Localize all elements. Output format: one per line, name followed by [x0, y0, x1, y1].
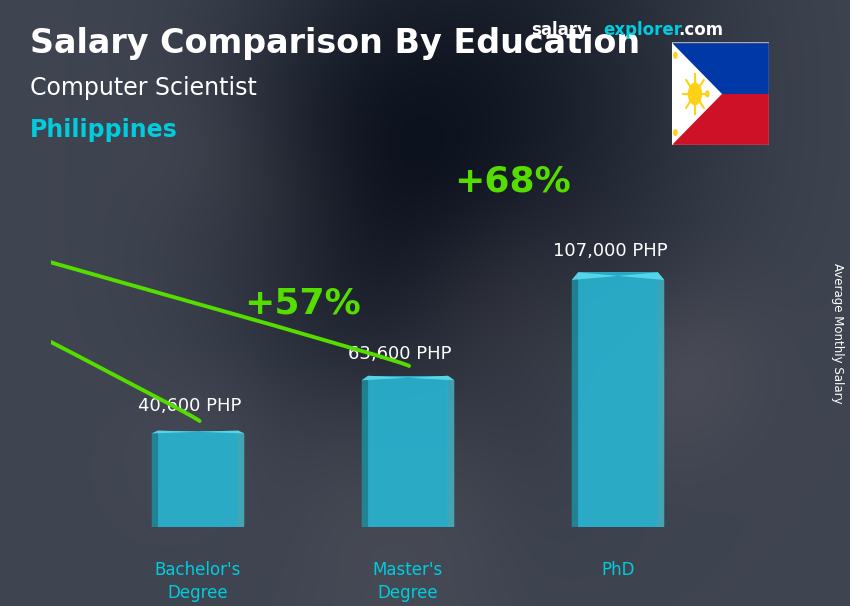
Bar	[158, 430, 238, 527]
Circle shape	[673, 129, 677, 136]
Text: Philippines: Philippines	[30, 118, 178, 142]
Polygon shape	[658, 272, 665, 527]
Text: .com: .com	[678, 21, 723, 39]
Text: salary: salary	[531, 21, 588, 39]
Text: 40,600 PHP: 40,600 PHP	[139, 397, 241, 415]
Text: +57%: +57%	[245, 287, 361, 321]
Polygon shape	[448, 376, 454, 527]
Circle shape	[673, 52, 677, 59]
Bar	[672, 42, 769, 94]
Polygon shape	[572, 272, 665, 280]
Text: explorer: explorer	[604, 21, 683, 39]
Text: Average Monthly Salary: Average Monthly Salary	[830, 263, 844, 404]
Polygon shape	[238, 430, 244, 527]
Bar	[672, 94, 769, 145]
Polygon shape	[151, 430, 244, 433]
Text: PhD: PhD	[601, 561, 635, 579]
Bar	[578, 272, 658, 527]
Text: Computer Scientist: Computer Scientist	[30, 76, 257, 100]
Circle shape	[688, 82, 702, 105]
FancyArrowPatch shape	[0, 0, 200, 421]
Polygon shape	[362, 376, 454, 380]
Text: Salary Comparison By Education: Salary Comparison By Education	[30, 27, 640, 60]
Text: Master's
Degree: Master's Degree	[373, 561, 443, 602]
FancyArrowPatch shape	[0, 0, 409, 366]
Circle shape	[705, 90, 710, 98]
Text: 107,000 PHP: 107,000 PHP	[552, 242, 667, 261]
Text: +68%: +68%	[455, 165, 571, 199]
Polygon shape	[362, 376, 368, 527]
Bar	[368, 376, 448, 527]
Polygon shape	[572, 272, 578, 527]
Text: Bachelor's
Degree: Bachelor's Degree	[155, 561, 241, 602]
Polygon shape	[672, 42, 722, 145]
Text: 63,600 PHP: 63,600 PHP	[348, 345, 451, 362]
Polygon shape	[151, 430, 158, 527]
